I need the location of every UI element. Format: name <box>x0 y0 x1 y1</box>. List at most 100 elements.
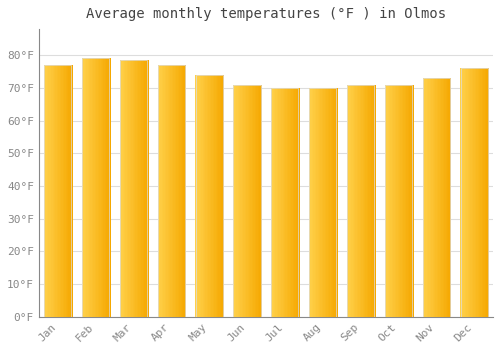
Bar <box>371 85 373 317</box>
Bar <box>405 85 406 317</box>
Bar <box>84 58 85 317</box>
Bar <box>386 85 388 317</box>
Bar <box>222 75 224 317</box>
Bar <box>122 60 124 317</box>
Bar <box>56 65 57 317</box>
Bar <box>242 85 244 317</box>
Bar <box>234 85 235 317</box>
Bar <box>108 58 109 317</box>
Bar <box>54 65 56 317</box>
Bar <box>252 85 254 317</box>
Bar <box>422 78 424 317</box>
Bar <box>164 65 166 317</box>
Bar <box>288 88 290 317</box>
Bar <box>364 85 366 317</box>
Bar <box>82 58 84 317</box>
Bar <box>412 85 414 317</box>
Bar <box>254 85 255 317</box>
Bar <box>372 85 374 317</box>
Bar <box>356 85 357 317</box>
Bar <box>361 85 362 317</box>
Bar <box>271 88 272 317</box>
Bar <box>258 85 259 317</box>
Bar <box>284 88 286 317</box>
Bar <box>335 88 336 317</box>
Bar <box>162 65 164 317</box>
Bar <box>120 60 147 317</box>
Bar <box>245 85 246 317</box>
Bar <box>44 65 72 317</box>
Bar <box>404 85 405 317</box>
Bar <box>217 75 218 317</box>
Bar <box>448 78 450 317</box>
Bar <box>147 60 148 317</box>
Bar <box>196 75 223 317</box>
Bar <box>136 60 137 317</box>
Bar <box>362 85 364 317</box>
Bar <box>130 60 132 317</box>
Bar <box>124 60 126 317</box>
Bar <box>102 58 104 317</box>
Title: Average monthly temperatures (°F ) in Olmos: Average monthly temperatures (°F ) in Ol… <box>86 7 446 21</box>
Bar <box>330 88 332 317</box>
Bar <box>92 58 94 317</box>
Bar <box>292 88 294 317</box>
Bar <box>368 85 370 317</box>
Bar <box>246 85 248 317</box>
Bar <box>236 85 238 317</box>
Bar <box>208 75 210 317</box>
Bar <box>347 85 374 317</box>
Bar <box>131 60 132 317</box>
Bar <box>132 60 134 317</box>
Bar <box>464 68 466 317</box>
Bar <box>294 88 296 317</box>
Bar <box>138 60 140 317</box>
Bar <box>388 85 389 317</box>
Bar <box>290 88 292 317</box>
Bar <box>476 68 478 317</box>
Bar <box>137 60 138 317</box>
Bar <box>437 78 438 317</box>
Bar <box>402 85 404 317</box>
Bar <box>202 75 204 317</box>
Bar <box>250 85 252 317</box>
Bar <box>176 65 178 317</box>
Bar <box>466 68 468 317</box>
Bar <box>447 78 448 317</box>
Bar <box>475 68 476 317</box>
Bar <box>106 58 108 317</box>
Bar <box>460 68 488 317</box>
Bar <box>297 88 298 317</box>
Bar <box>366 85 367 317</box>
Bar <box>348 85 350 317</box>
Bar <box>234 85 260 317</box>
Bar <box>172 65 174 317</box>
Bar <box>142 60 144 317</box>
Bar <box>278 88 280 317</box>
Bar <box>70 65 71 317</box>
Bar <box>370 85 372 317</box>
Bar <box>158 65 185 317</box>
Bar <box>352 85 354 317</box>
Bar <box>82 58 109 317</box>
Bar <box>287 88 288 317</box>
Bar <box>486 68 488 317</box>
Bar <box>62 65 64 317</box>
Bar <box>396 85 398 317</box>
Bar <box>197 75 198 317</box>
Bar <box>141 60 143 317</box>
Bar <box>464 68 465 317</box>
Bar <box>127 60 128 317</box>
Bar <box>440 78 442 317</box>
Bar <box>324 88 325 317</box>
Bar <box>234 85 236 317</box>
Bar <box>260 85 262 317</box>
Bar <box>240 85 242 317</box>
Bar <box>271 88 298 317</box>
Bar <box>336 88 338 317</box>
Bar <box>389 85 390 317</box>
Bar <box>309 88 336 317</box>
Bar <box>256 85 258 317</box>
Bar <box>86 58 88 317</box>
Bar <box>480 68 482 317</box>
